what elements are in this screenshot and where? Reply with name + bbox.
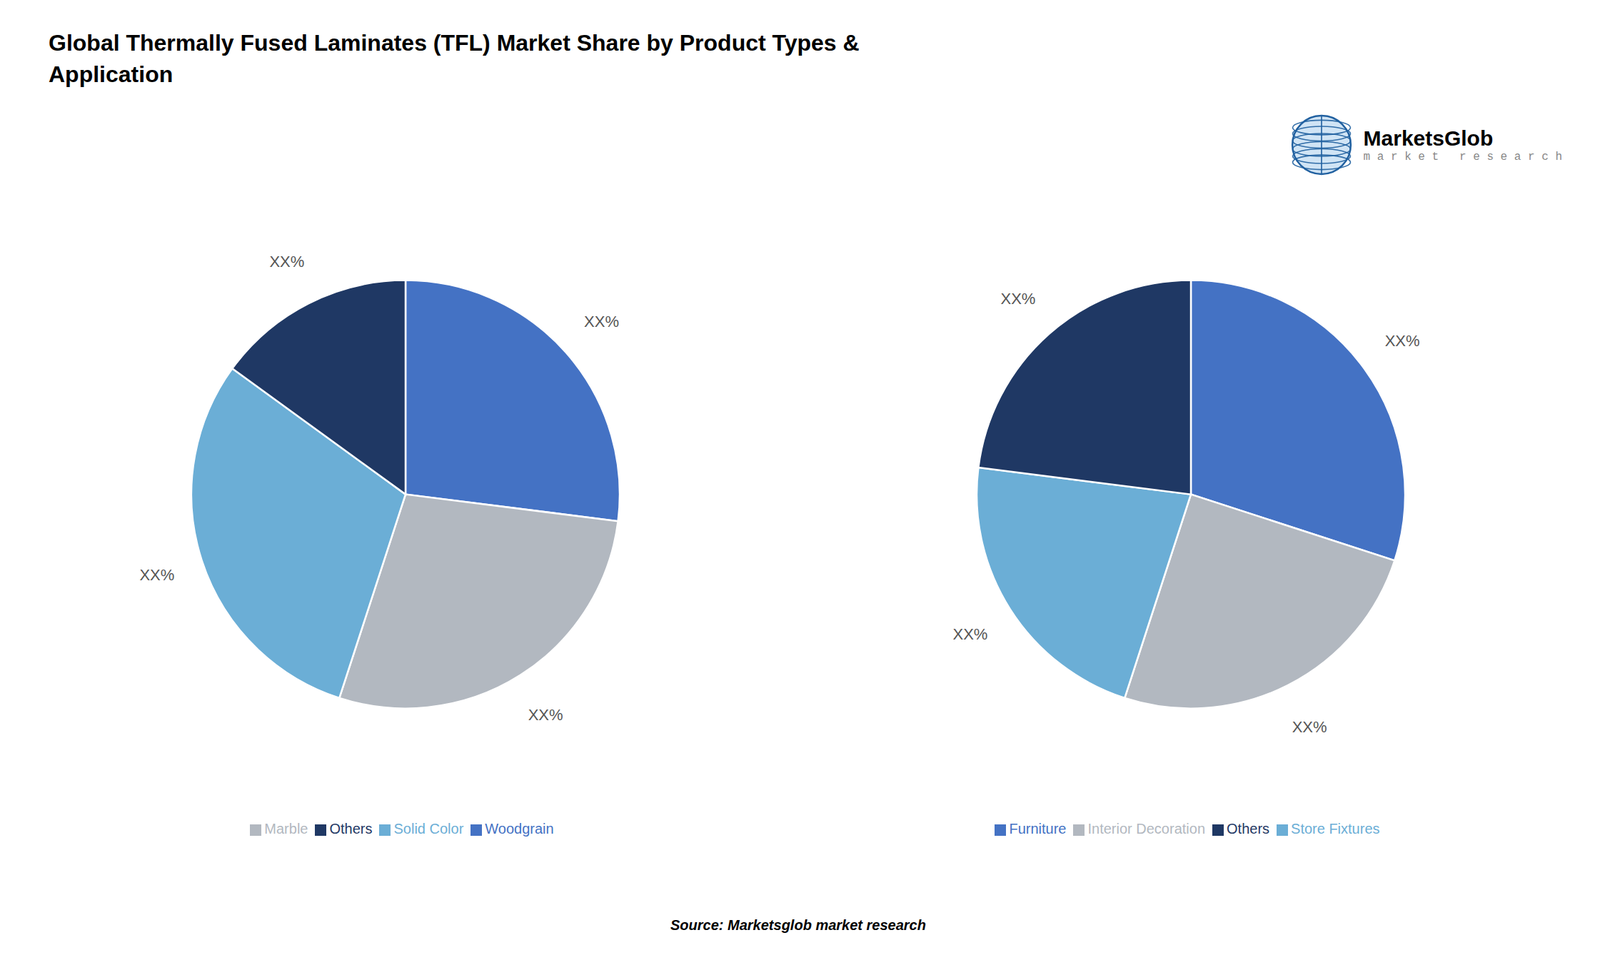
html-text:Woodgrain: Woodgrain <box>484 821 554 837</box>
html-text:Furniture: Furniture <box>1009 821 1067 837</box>
html-text:Store Fixtures: Store Fixtures <box>1290 821 1380 837</box>
html-text:Global Thermally Fused Laminat: Global Thermally Fused Laminates (TFL) M… <box>48 29 860 56</box>
html-text:Source: Marketsglob market res: Source: Marketsglob market research <box>670 917 927 934</box>
html-text:MarketsGlob: MarketsGlob <box>1363 126 1494 150</box>
svg-text:XX%: XX% <box>1385 331 1421 350</box>
html-text:m a r k e t r e s e a r c h: m a r k e t r e s e a r c h <box>1363 150 1563 164</box>
html-text:Interior Decoration: Interior Decoration <box>1087 821 1206 837</box>
svg-text:XX%: XX% <box>139 566 175 585</box>
svg-text:XX%: XX% <box>1292 718 1328 737</box>
html-text:Others: Others <box>329 821 373 837</box>
html-text:Solid Color: Solid Color <box>393 821 464 837</box>
html-text:Application: Application <box>48 61 173 88</box>
html-text:Others: Others <box>1226 821 1270 837</box>
svg-text:XX%: XX% <box>584 312 620 331</box>
svg-text:XX%: XX% <box>1000 289 1036 308</box>
svg-text:XX%: XX% <box>269 252 305 271</box>
svg-text:XX%: XX% <box>953 625 989 644</box>
svg-text:XX%: XX% <box>528 706 564 724</box>
html-text:Marble: Marble <box>264 821 309 837</box>
